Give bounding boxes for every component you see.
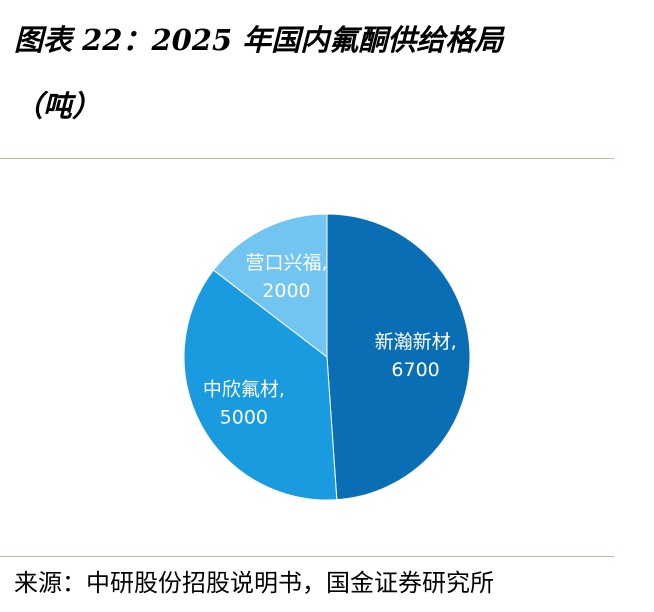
pie-slice-新瀚新材 [326,213,471,501]
slice-value-label: 6700 [391,359,439,381]
pie-chart-area: 新瀚新材, 6700 中欣氟材, 5000 营口兴福, 2000 [0,160,654,552]
figure-title: 图表 22：2025 年国内氟酮供给格局 （吨） [14,14,634,132]
top-divider [0,158,614,159]
slice-value-label: 2000 [262,280,310,302]
pie-chart: 新瀚新材, 6700 中欣氟材, 5000 营口兴福, 2000 [183,213,471,501]
pie-slice-中欣氟材 [183,269,338,501]
figure-title-unit: （吨） [14,89,102,123]
slice-name-label: 新瀚新材, [375,331,457,353]
pie-slice-营口兴福 [212,213,328,359]
slice-value-label: 5000 [220,407,268,429]
slice-name-label: 中欣氟材, [203,379,285,401]
source-note: 来源：中研股份招股说明书，国金证券研究所 [14,569,494,597]
figure-title-line1: 图表 22：2025 年国内氟酮供给格局 [14,23,504,57]
bottom-divider [0,556,614,557]
slice-name-label: 营口兴福, [245,252,327,274]
